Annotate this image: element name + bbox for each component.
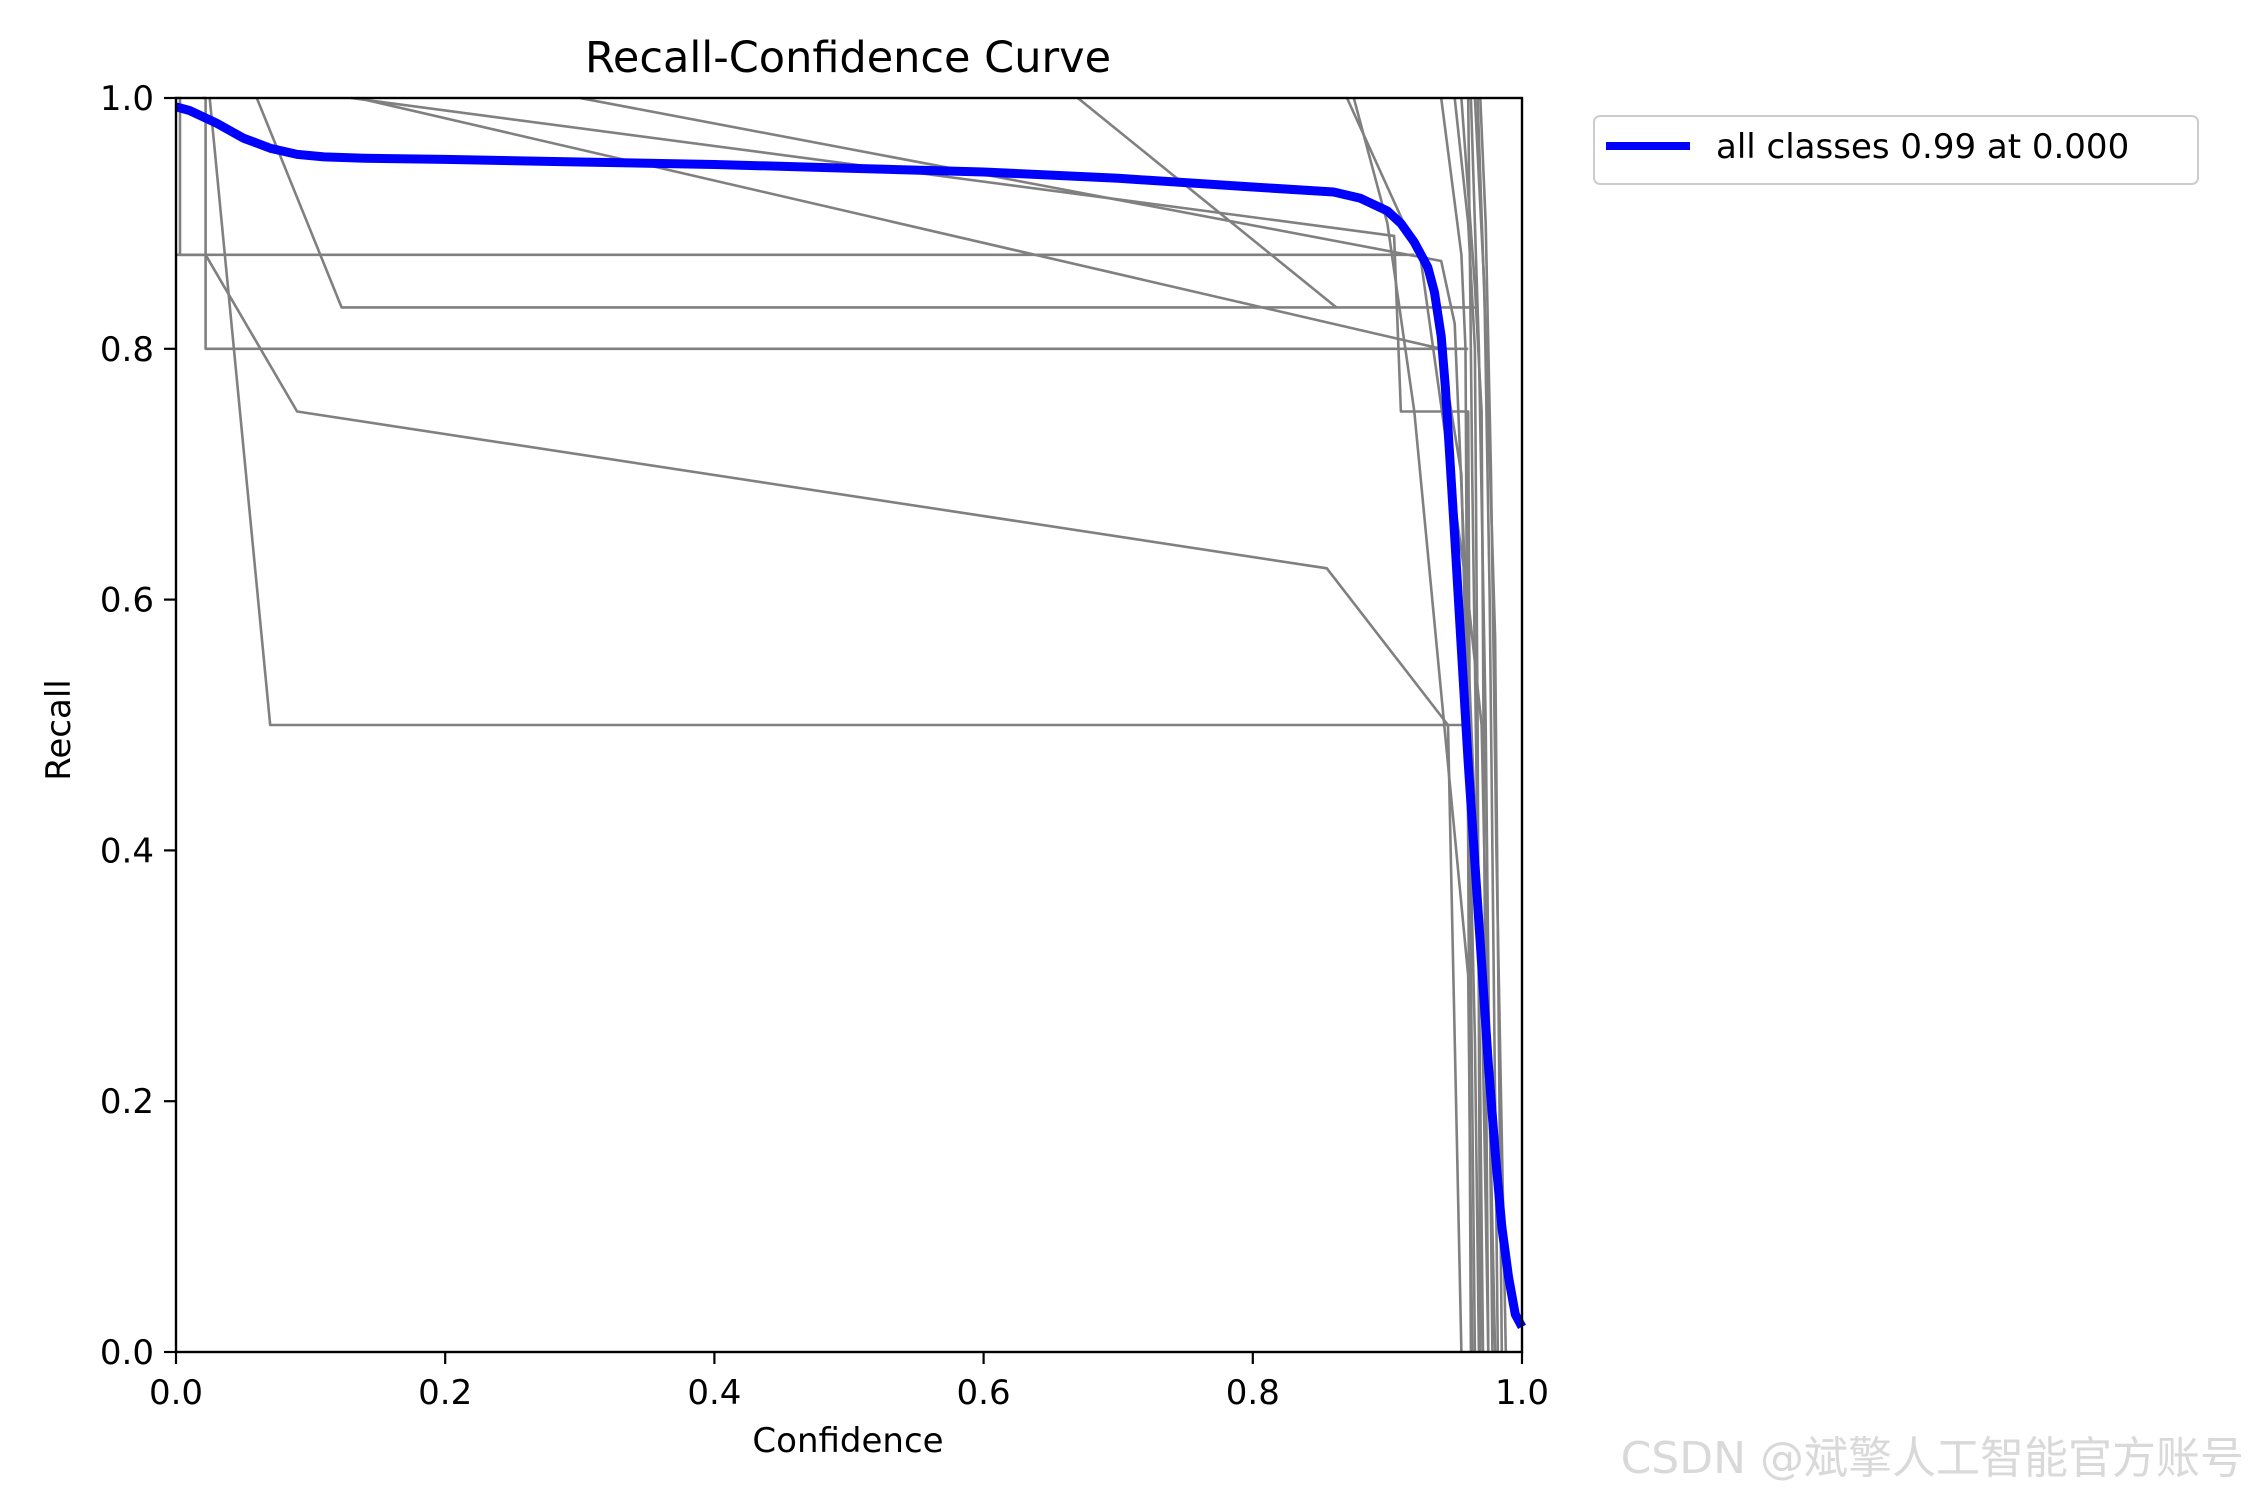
x-tick-label: 0.0 bbox=[149, 1373, 203, 1413]
class-curve-19 bbox=[1479, 97, 1508, 1353]
y-tick-label: 0.4 bbox=[100, 831, 154, 871]
y-tick-label: 0.8 bbox=[100, 330, 154, 370]
class-curve-15 bbox=[1466, 97, 1485, 1353]
x-tick-label: 0.2 bbox=[418, 1373, 472, 1413]
watermark: CSDN @斌擎人工智能官方账号 bbox=[1620, 1433, 2244, 1484]
class-curve-2 bbox=[255, 97, 1475, 309]
x-tick-label: 1.0 bbox=[1495, 1373, 1549, 1413]
legend-box bbox=[1593, 115, 2199, 185]
class-curve-7 bbox=[579, 96, 1490, 1353]
plot-frame bbox=[174, 96, 1524, 1354]
axes-layer: 0.0 0.2 0.4 0.6 0.8 1.0 0.0 0.2 0.4 0.6 0.8 1.0 bbox=[100, 79, 1549, 1413]
chart-title: Recall-Confidence Curve bbox=[585, 33, 1111, 83]
y-tick-label: 0.2 bbox=[100, 1082, 154, 1122]
y-tick-label: 0.0 bbox=[100, 1333, 154, 1373]
class-curve-8 bbox=[357, 96, 1481, 1353]
legend: all classes 0.99 at 0.000 bbox=[1593, 115, 2199, 185]
series-layer bbox=[174, 96, 1526, 1353]
y-tick-label: 1.0 bbox=[100, 79, 154, 119]
class-curve-12 bbox=[1439, 97, 1473, 1353]
y-axis-label: Recall bbox=[39, 679, 79, 780]
y-tick-label: 0.6 bbox=[100, 581, 154, 621]
x-tick-label: 0.8 bbox=[1226, 1373, 1280, 1413]
series-line-all-classes bbox=[174, 102, 1526, 1330]
class-curve-4 bbox=[176, 253, 1469, 727]
x-axis-label: Confidence bbox=[752, 1421, 943, 1461]
legend-label: all classes 0.99 at 0.000 bbox=[1716, 127, 2129, 167]
x-tick-label: 0.6 bbox=[957, 1373, 1011, 1413]
x-tick-label: 0.4 bbox=[687, 1373, 741, 1413]
class-curve-5 bbox=[208, 97, 1463, 1353]
class-curve-9 bbox=[1076, 96, 1338, 309]
